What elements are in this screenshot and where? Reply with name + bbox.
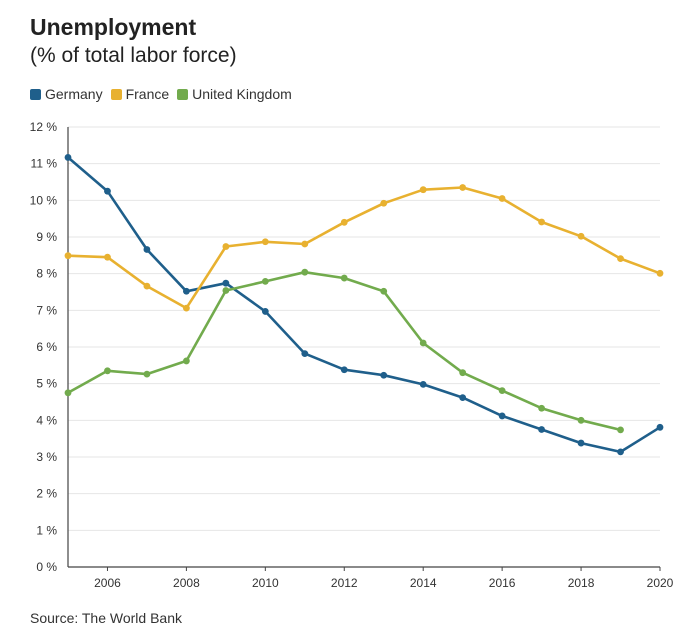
legend-label-germany: Germany: [45, 86, 103, 102]
data-point-france: [498, 195, 506, 202]
data-point-united-kingdom: [577, 416, 585, 424]
y-tick-label: 12 %: [30, 120, 58, 134]
y-tick-label: 0 %: [36, 560, 57, 574]
data-point-germany: [301, 350, 309, 357]
x-tick-label: 2008: [173, 576, 200, 590]
legend-swatch-united-kingdom: [177, 88, 189, 100]
data-point-germany: [183, 287, 190, 295]
data-point-germany: [64, 154, 72, 161]
data-point-united-kingdom: [380, 287, 388, 295]
y-tick-label: 4 %: [36, 413, 57, 427]
data-point-united-kingdom: [617, 426, 624, 434]
x-tick-label: 2006: [94, 576, 121, 590]
legend-swatch-germany: [30, 88, 41, 100]
y-tick-label: 3 %: [36, 450, 57, 464]
x-tick-label: 2014: [410, 576, 437, 590]
data-point-united-kingdom: [64, 389, 72, 397]
legend-swatch-france: [110, 88, 122, 100]
legend: Germany France United Kingdom: [30, 86, 292, 102]
source-note: Source: The World Bank: [30, 610, 183, 626]
data-point-germany: [380, 371, 388, 379]
data-point-united-kingdom: [538, 404, 545, 412]
data-point-france: [261, 238, 269, 246]
data-point-united-kingdom: [419, 339, 427, 347]
data-point-france: [143, 282, 151, 290]
y-tick-label: 6 %: [36, 340, 57, 354]
data-point-germany: [656, 423, 664, 431]
data-point-germany: [498, 412, 506, 420]
data-point-france: [222, 243, 230, 250]
data-point-united-kingdom: [261, 277, 269, 285]
x-tick-label: 2020: [647, 576, 674, 590]
y-tick-label: 9 %: [36, 230, 57, 244]
y-tick-label: 1 %: [36, 523, 57, 537]
y-tick-label: 8 %: [36, 267, 57, 281]
data-point-france: [380, 199, 388, 207]
data-point-united-kingdom: [183, 357, 190, 365]
data-point-germany: [459, 394, 467, 401]
data-point-germany: [104, 187, 111, 195]
legend-label-united-kingdom: United Kingdom: [192, 86, 292, 102]
data-point-germany: [538, 426, 545, 433]
data-point-france: [340, 218, 348, 226]
data-point-germany: [143, 246, 151, 253]
legend-label-france: France: [125, 86, 170, 102]
data-point-united-kingdom: [222, 287, 230, 294]
data-point-germany: [419, 381, 427, 388]
data-point-united-kingdom: [498, 387, 506, 395]
data-point-france: [104, 253, 111, 261]
data-point-france: [419, 186, 427, 194]
series-line-united-kingdom: [66, 270, 622, 432]
x-tick-label: 2016: [489, 576, 516, 590]
data-point-united-kingdom: [301, 268, 309, 276]
data-point-france: [617, 255, 624, 263]
legend-item-united-kingdom: United Kingdom: [177, 86, 292, 102]
series-line-germany: [66, 156, 662, 454]
series-line-france: [66, 186, 662, 310]
data-point-germany: [617, 448, 624, 456]
x-tick-label: 2010: [252, 576, 279, 590]
legend-item-france: France: [110, 86, 170, 102]
chart-title: Unemployment: [30, 14, 197, 40]
data-point-france: [64, 252, 72, 260]
data-point-united-kingdom: [459, 369, 467, 377]
data-point-germany: [261, 308, 269, 315]
data-point-united-kingdom: [143, 370, 151, 378]
y-tick-label: 7 %: [36, 303, 57, 317]
data-point-france: [459, 184, 467, 191]
y-tick-label: 11 %: [31, 157, 58, 171]
data-point-germany: [577, 439, 585, 447]
data-point-united-kingdom: [104, 367, 111, 375]
data-point-france: [183, 304, 190, 312]
y-tick-label: 10 %: [30, 193, 58, 207]
chart-subtitle: (% of total labor force): [30, 44, 237, 67]
data-point-france: [301, 240, 309, 248]
y-tick-label: 5 %: [36, 377, 57, 391]
y-tick-label: 2 %: [36, 487, 57, 501]
data-point-france: [656, 269, 664, 277]
data-point-france: [577, 232, 585, 240]
data-point-germany: [340, 366, 348, 374]
data-point-france: [538, 218, 545, 226]
data-point-germany: [222, 279, 230, 287]
legend-item-germany: Germany: [30, 86, 103, 102]
x-tick-label: 2018: [568, 576, 595, 590]
data-point-united-kingdom: [340, 274, 348, 282]
x-tick-label: 2012: [331, 576, 358, 590]
